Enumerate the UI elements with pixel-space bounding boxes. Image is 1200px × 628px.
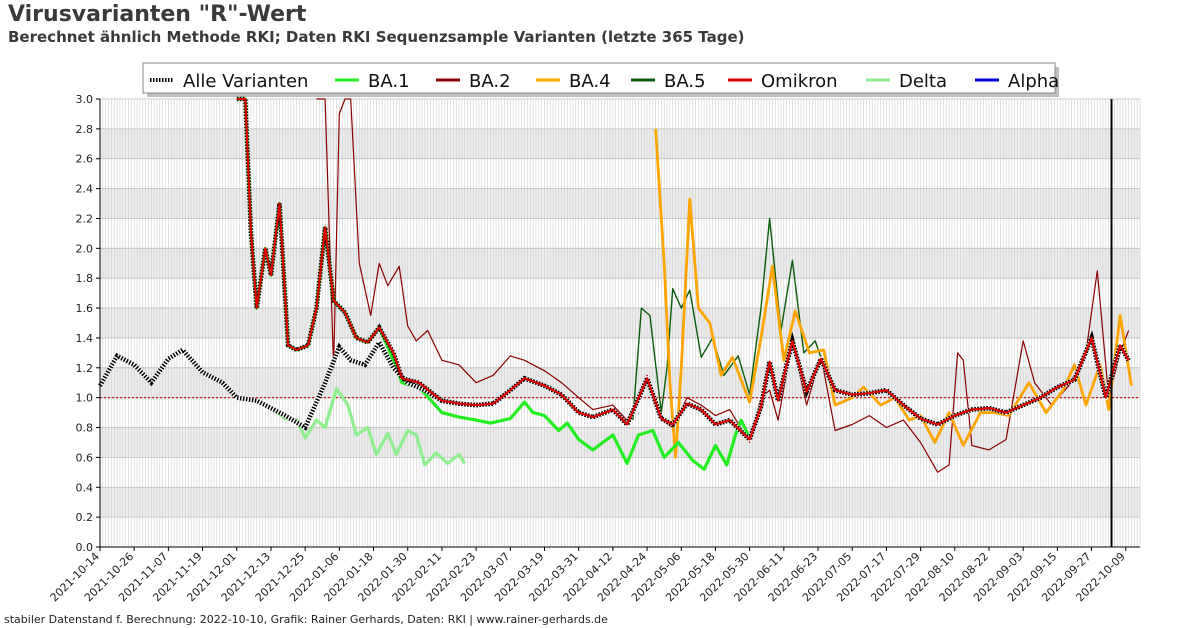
chart-title: Virusvarianten "R"-Wert bbox=[8, 2, 307, 27]
y-tick-label: 0.4 bbox=[76, 481, 94, 494]
series-line-omikron bbox=[236, 97, 1130, 441]
footer-credits: stabiler Datenstand f. Berechnung: 2022-… bbox=[4, 613, 608, 626]
y-tick-label: 0.6 bbox=[76, 451, 94, 464]
legend-label-ba-1: BA.1 bbox=[368, 71, 410, 92]
grid-band bbox=[100, 367, 1140, 398]
legend-label-delta: Delta bbox=[899, 71, 947, 92]
legend-label-alle-varianten: Alle Varianten bbox=[183, 71, 308, 92]
y-tick-label: 1.0 bbox=[76, 392, 94, 405]
legend-box bbox=[142, 62, 1056, 94]
chart-subtitle: Berechnet ähnlich Methode RKI; Daten RKI… bbox=[8, 28, 745, 46]
y-tick-label: 1.2 bbox=[76, 362, 94, 375]
y-tick-label: 0.0 bbox=[76, 541, 94, 554]
y-tick-label: 0.8 bbox=[76, 422, 94, 435]
grid-band bbox=[100, 487, 1140, 518]
legend-label-ba-2: BA.2 bbox=[469, 71, 511, 92]
grid-band bbox=[100, 128, 1140, 159]
y-tick-label: 1.8 bbox=[76, 272, 94, 285]
y-tick-label: 0.2 bbox=[76, 511, 94, 524]
legend-label-omikron: Omikron bbox=[761, 71, 838, 92]
y-tick-label: 2.8 bbox=[76, 123, 94, 136]
y-tick-label: 3.0 bbox=[76, 93, 94, 106]
grid-band bbox=[100, 188, 1140, 219]
legend-label-ba-5: BA.5 bbox=[664, 71, 706, 92]
y-tick-label: 1.6 bbox=[76, 302, 94, 315]
grid-band bbox=[100, 308, 1140, 338]
series-line-ba-2 bbox=[316, 98, 1130, 473]
legend-label-ba-4: BA.4 bbox=[569, 71, 611, 92]
y-tick-label: 2.0 bbox=[76, 242, 94, 255]
y-tick-label: 1.4 bbox=[76, 332, 94, 345]
y-tick-label: 2.4 bbox=[76, 183, 94, 196]
y-tick-label: 2.2 bbox=[76, 212, 94, 225]
legend-label-alpha: Alpha bbox=[1008, 71, 1059, 92]
grid-band bbox=[100, 427, 1140, 458]
y-tick-label: 2.6 bbox=[76, 153, 94, 166]
series-line-ba-4 bbox=[654, 128, 1133, 459]
